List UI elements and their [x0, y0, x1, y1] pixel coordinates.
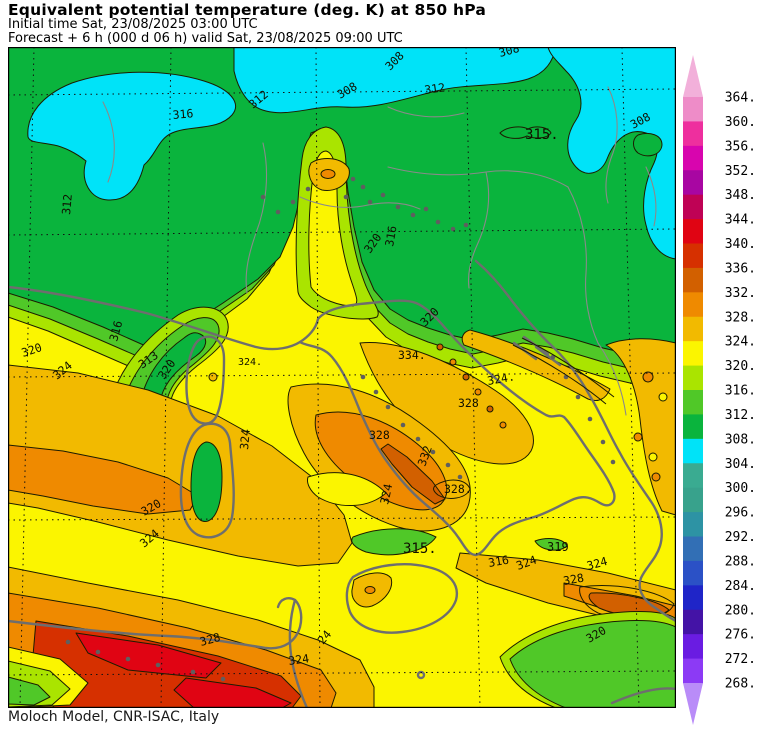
contour-label: 328.	[444, 482, 472, 496]
graticule	[8, 47, 676, 708]
contour-label: 319	[547, 540, 569, 554]
contour-label: 312	[59, 193, 75, 215]
balkan-orange-2	[633, 432, 643, 442]
contour-label: 324	[237, 428, 253, 450]
fill-green-319	[534, 538, 568, 551]
coast-france-riviera	[8, 285, 302, 351]
corsica	[185, 335, 226, 425]
fill-africa-red-2	[173, 677, 292, 708]
contour-label: 334.	[398, 348, 426, 362]
colorbar-tick: 324.	[725, 335, 756, 350]
fill-sw-orange	[8, 444, 199, 515]
colorbar-tick: 292.	[725, 530, 756, 545]
coast-libya-corner	[610, 687, 676, 705]
colorbar-tick: 284.	[725, 579, 756, 594]
contour-label: 316	[172, 106, 194, 122]
colorbar-tick: 332.	[725, 286, 756, 301]
colorbar: 364. 360. 356. 352. 348. 344. 340. 336. 332. 328.…	[678, 48, 760, 726]
map-area: 308 308 312 312 308 308 315. 316 312 320 324 316 313…	[8, 47, 676, 708]
fill-ionian-green-315	[351, 528, 437, 556]
contour-label: 315.	[403, 541, 437, 557]
sicily	[345, 563, 459, 634]
colorbar-tick: 300.	[725, 481, 756, 496]
colorbar-tick: 296.	[725, 506, 756, 521]
colorbar-tick: 272.	[725, 652, 756, 667]
coast-tunisia-east	[288, 598, 309, 708]
fill-304-308-topband	[233, 47, 557, 114]
colorbar-tick: 348.	[725, 188, 756, 203]
colorbar-tick: 304.	[725, 457, 756, 472]
contour-label: 324	[377, 482, 395, 505]
chart-header: Equivalent potential temperature (deg. K…	[8, 2, 486, 46]
fill-green-island-ne	[633, 132, 663, 157]
fill-se-lightgreen	[509, 620, 676, 708]
sardinia	[179, 422, 235, 539]
contour-label: 324	[514, 553, 538, 573]
apennine-warm-specks	[436, 343, 507, 429]
contour-label: 328	[369, 428, 390, 442]
contour-label: 328	[458, 396, 479, 410]
sardinia-green-core	[190, 441, 223, 522]
contour-label: 315.	[525, 127, 559, 143]
fill-tyrr-darkorange	[380, 443, 446, 505]
malta-island	[416, 670, 426, 680]
balkan-yellow-1	[658, 392, 668, 402]
colorbar-tick: 288.	[725, 554, 756, 569]
colorbar-tick: 320.	[725, 359, 756, 374]
fill-sw-gold	[8, 364, 353, 567]
chart-title: Equivalent potential temperature (deg. K…	[8, 1, 487, 19]
fill-304-308-northwest	[27, 71, 236, 201]
fill-tongue-orange	[320, 169, 336, 179]
fill-304-308-northeast	[547, 47, 676, 260]
contour-label: 312	[423, 80, 446, 97]
colorbar-tick: 352.	[725, 164, 756, 179]
contour-label: 328	[198, 630, 222, 649]
contour-heel-loop	[433, 479, 471, 499]
colorbar-svg: 364. 360. 356. 352. 348. 344. 340. 336. 332. 328.…	[683, 55, 756, 725]
sicily-orange-spot	[364, 586, 376, 594]
colorbar-tick: 312.	[725, 408, 756, 423]
colorbar-tick: 344.	[725, 213, 756, 228]
colorbar-tick: 276.	[725, 628, 756, 643]
colorbar-tick: 360.	[725, 115, 756, 130]
contour-label: 332	[415, 444, 435, 468]
model-credit: Moloch Model, CNR-ISAC, Italy	[8, 709, 220, 725]
colorbar-tick: 328.	[725, 310, 756, 325]
contour-label: 316	[106, 319, 125, 343]
contour-label: 324	[585, 554, 609, 573]
fill-balkan-gold-band	[605, 338, 676, 516]
contour-label: 324.	[238, 357, 262, 368]
colorbar-tick: 340.	[725, 237, 756, 252]
contour-label: 324	[287, 651, 310, 668]
contour-label: 320	[20, 340, 44, 360]
balkan-orange-1	[642, 371, 654, 383]
colorbar-tick: 356.	[725, 139, 756, 154]
contour-label: 324.	[486, 369, 516, 388]
balkan-orange-3	[651, 472, 661, 482]
initial-time-line: Initial time Sat, 23/08/2025 03:00 UTC	[8, 17, 258, 33]
map-border	[8, 47, 676, 708]
contour-label: 328	[562, 571, 585, 588]
fill-africa-red-1	[75, 632, 222, 679]
contour-label: 316	[382, 225, 399, 248]
corsica-gold-spot	[208, 372, 218, 382]
colorbar-tick: 364.	[725, 91, 756, 106]
coast-balkan	[474, 259, 676, 623]
coast-italy-boot	[298, 299, 616, 557]
colorbar-tick: 316.	[725, 384, 756, 399]
fill-africa-corner-lg	[8, 676, 51, 706]
balkan-yellow-2	[648, 452, 658, 462]
contour-label: 316	[487, 553, 510, 570]
colorbar-tick: 280.	[725, 603, 756, 618]
contour-315-dumbbell	[499, 126, 552, 139]
contour-adriatic-2	[521, 337, 615, 398]
colorbar-tick: 308.	[725, 432, 756, 447]
colorbar-tick: 336.	[725, 261, 756, 276]
forecast-line: Forecast + 6 h (000 d 06 h) valid Sat, 2…	[8, 30, 403, 46]
fill-tyrr-yellow-notch	[307, 472, 387, 507]
colorbar-tick: 268.	[725, 677, 756, 692]
